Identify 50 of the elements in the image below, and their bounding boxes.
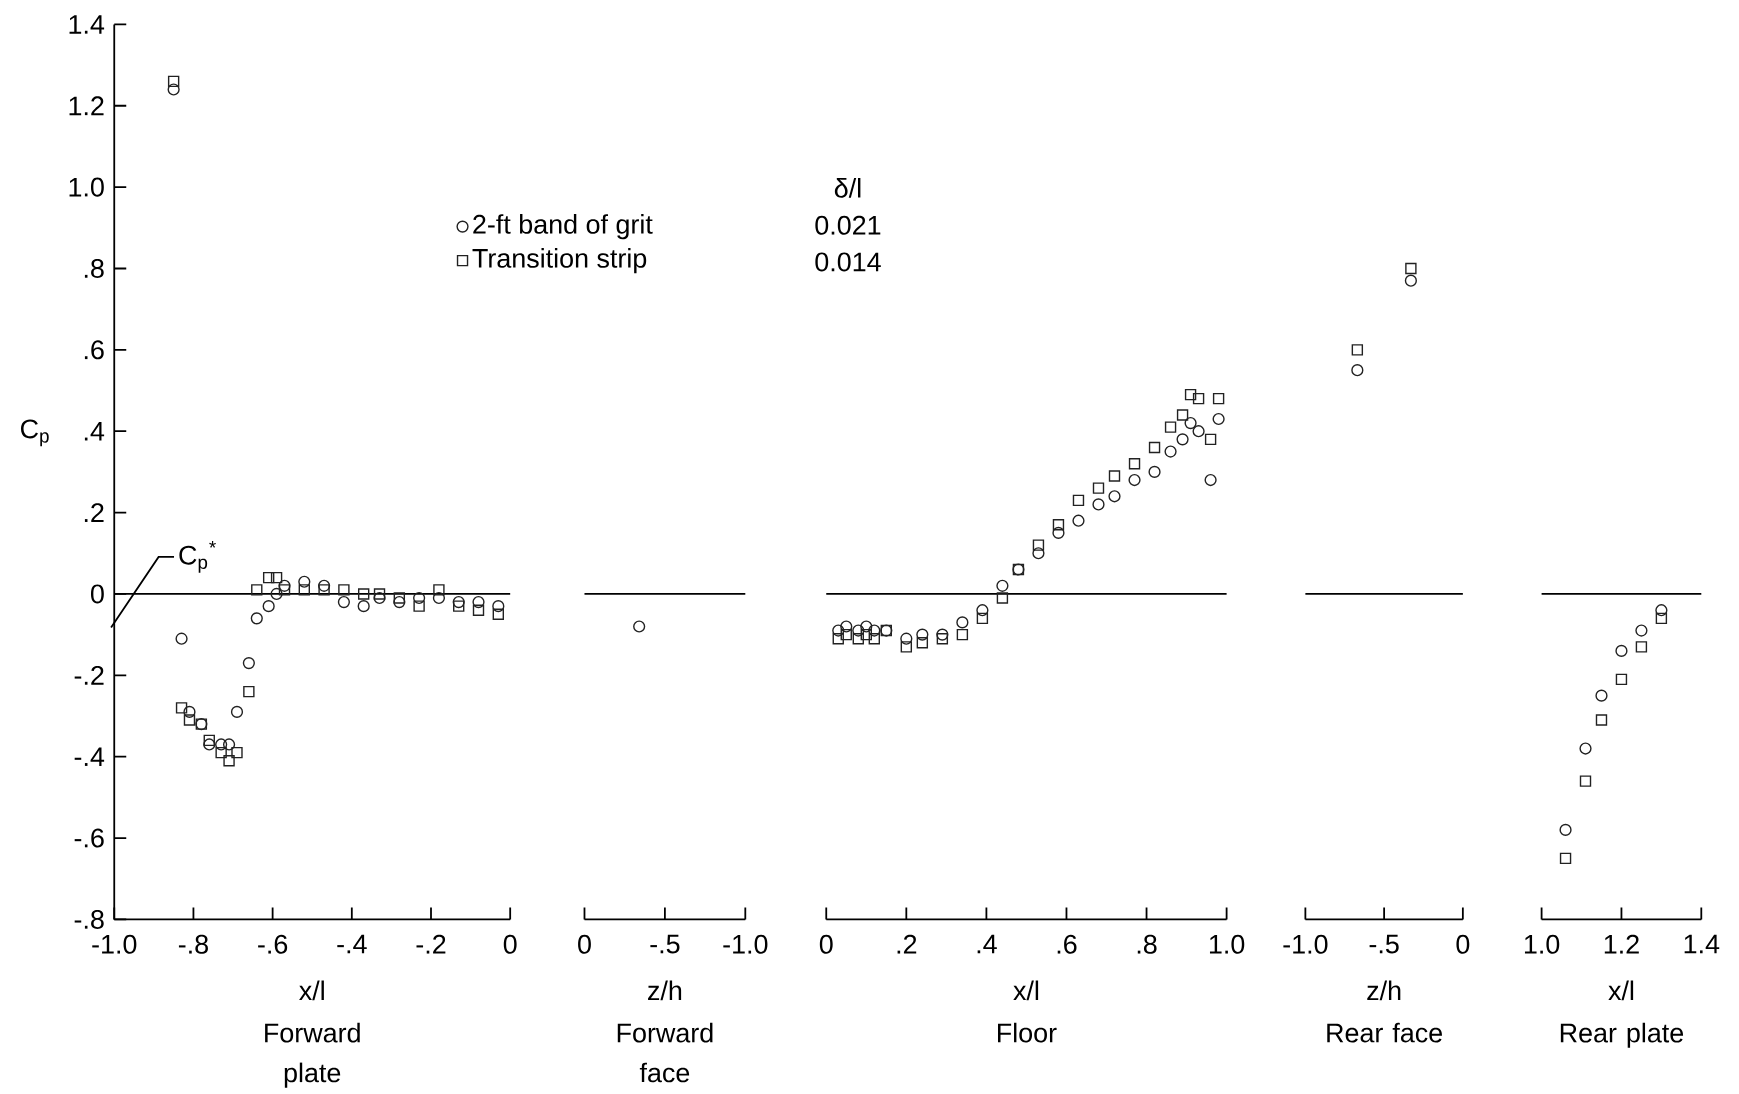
text: Forward face: [617, 1022, 713, 1083]
text: Rear plate: [1560, 1022, 1684, 1049]
x-axis-title: z/h: [1367, 980, 1401, 1001]
y-tick-label: 1.2: [69, 96, 104, 116]
y-tick-label: 1.4: [69, 15, 105, 34]
x-tick-label: 1.2: [1604, 935, 1639, 954]
y-tick-label: .4: [84, 422, 105, 441]
x-tick-label: .6: [1057, 934, 1077, 955]
x-tick-label: 0: [1456, 934, 1470, 955]
x-tick-label: -.2: [416, 935, 446, 954]
x-tick-label: -.4: [337, 935, 367, 954]
legend-title: δ/l: [834, 178, 861, 198]
y-tick-label: .6: [84, 340, 104, 360]
x-tick-label: 1.4: [1684, 935, 1720, 954]
x-tick-label: 1.0: [1524, 935, 1560, 955]
y-axis-title: C$_{p}$: [20, 419, 49, 447]
x-tick-label: 1.0: [1209, 934, 1245, 955]
x-tick-label: -.8: [178, 935, 208, 955]
x-tick-label: -1.0: [1283, 934, 1328, 955]
x-axis-title: x/l: [1608, 980, 1634, 1001]
x-axis-title: z/h: [648, 980, 682, 1001]
x-tick-label: -.6: [258, 935, 288, 955]
y-tick-label: -.4: [74, 747, 105, 767]
annotation: 0.014: [815, 252, 881, 272]
x-tick-label: 0: [578, 935, 591, 955]
y-tick-label: 1.0: [69, 177, 104, 197]
annotation: 0.021: [815, 216, 881, 236]
x-axis-title: x/l: [1013, 980, 1039, 1001]
ref-line-label: C$_{p}$*: [179, 541, 216, 573]
y-tick-label: .8: [84, 259, 104, 279]
x-tick-label: -.5: [1369, 935, 1399, 954]
y-tick-label: -.2: [74, 666, 104, 685]
x-tick-label: .2: [897, 934, 917, 954]
x-tick-label: -.5: [650, 935, 680, 954]
x-tick-label: .8: [1137, 934, 1157, 955]
y-tick-label: -.6: [74, 828, 104, 848]
y-tick-label: .2: [84, 503, 104, 523]
x-tick-label: .4: [977, 935, 997, 954]
text: Rear face: [1327, 1022, 1442, 1043]
text: Floor: [998, 1022, 1057, 1043]
x-tick-label: 0: [503, 935, 517, 955]
x-axis-title: x/l: [299, 980, 324, 1001]
legend-label: Transition strip: [472, 248, 647, 274]
x-tick-label: -1.0: [723, 935, 768, 955]
x-tick-label: 0: [819, 934, 833, 955]
legend-label: 2-ft band of grit: [473, 214, 653, 240]
text: Forward plate: [265, 1022, 360, 1088]
y-tick-label: -.8: [74, 910, 104, 930]
x-tick-label: -1.0: [92, 935, 137, 955]
y-tick-label: 0: [90, 584, 104, 604]
